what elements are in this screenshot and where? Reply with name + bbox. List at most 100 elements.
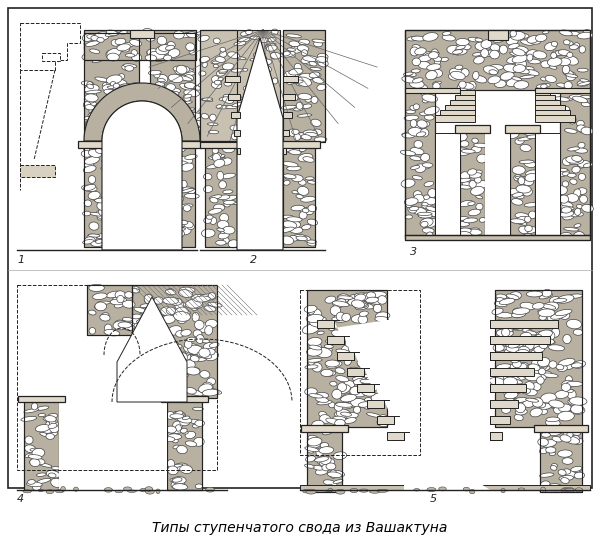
Ellipse shape <box>551 41 557 47</box>
Ellipse shape <box>109 205 123 211</box>
Ellipse shape <box>178 132 188 138</box>
Ellipse shape <box>558 469 566 475</box>
Ellipse shape <box>211 79 221 85</box>
Ellipse shape <box>373 304 382 313</box>
Ellipse shape <box>148 70 161 75</box>
Ellipse shape <box>151 343 159 348</box>
Ellipse shape <box>164 55 172 61</box>
Ellipse shape <box>333 301 343 308</box>
Ellipse shape <box>172 438 178 443</box>
Ellipse shape <box>507 367 517 375</box>
Ellipse shape <box>230 106 237 110</box>
Ellipse shape <box>489 70 497 75</box>
Ellipse shape <box>412 44 420 49</box>
Ellipse shape <box>560 30 572 36</box>
Ellipse shape <box>536 331 547 340</box>
Ellipse shape <box>140 314 152 320</box>
Ellipse shape <box>565 74 578 78</box>
Ellipse shape <box>86 82 93 90</box>
Ellipse shape <box>362 342 377 350</box>
Ellipse shape <box>168 88 181 93</box>
Ellipse shape <box>562 157 572 165</box>
Ellipse shape <box>85 90 101 94</box>
Bar <box>435 133 460 240</box>
Ellipse shape <box>523 400 534 408</box>
Ellipse shape <box>533 51 547 59</box>
Ellipse shape <box>281 215 293 218</box>
Ellipse shape <box>145 487 152 491</box>
Ellipse shape <box>522 389 530 394</box>
Ellipse shape <box>566 72 576 81</box>
Ellipse shape <box>370 402 381 408</box>
Ellipse shape <box>28 480 35 485</box>
Ellipse shape <box>565 470 577 478</box>
Ellipse shape <box>178 156 193 164</box>
Ellipse shape <box>563 487 574 490</box>
Ellipse shape <box>539 342 548 349</box>
Ellipse shape <box>160 39 172 43</box>
Bar <box>490 368 534 376</box>
Ellipse shape <box>228 240 239 248</box>
Ellipse shape <box>176 167 183 171</box>
Ellipse shape <box>537 338 554 345</box>
Ellipse shape <box>181 32 195 38</box>
Ellipse shape <box>320 415 331 423</box>
Ellipse shape <box>132 54 142 61</box>
Ellipse shape <box>488 76 500 84</box>
Ellipse shape <box>308 309 314 314</box>
Ellipse shape <box>148 89 160 98</box>
Ellipse shape <box>123 322 134 327</box>
Ellipse shape <box>91 55 102 58</box>
Ellipse shape <box>580 79 589 82</box>
Ellipse shape <box>183 187 195 192</box>
Ellipse shape <box>307 240 317 243</box>
Ellipse shape <box>152 390 158 396</box>
Ellipse shape <box>523 188 532 196</box>
Ellipse shape <box>163 93 175 98</box>
Ellipse shape <box>512 308 530 314</box>
Ellipse shape <box>104 89 116 95</box>
Ellipse shape <box>181 330 191 336</box>
Ellipse shape <box>409 72 416 76</box>
Ellipse shape <box>136 318 148 322</box>
Ellipse shape <box>307 219 317 225</box>
Ellipse shape <box>96 210 104 218</box>
Ellipse shape <box>118 118 131 124</box>
Ellipse shape <box>405 215 412 219</box>
Ellipse shape <box>481 40 492 48</box>
Ellipse shape <box>309 393 323 398</box>
Ellipse shape <box>570 179 577 184</box>
Bar <box>490 352 542 360</box>
Ellipse shape <box>506 37 518 45</box>
Ellipse shape <box>137 386 149 393</box>
Ellipse shape <box>512 49 525 56</box>
Ellipse shape <box>524 227 537 234</box>
Ellipse shape <box>490 378 506 386</box>
Ellipse shape <box>162 113 173 118</box>
Ellipse shape <box>209 195 221 199</box>
Ellipse shape <box>547 57 562 66</box>
Ellipse shape <box>242 68 248 71</box>
Ellipse shape <box>88 150 101 158</box>
Ellipse shape <box>167 288 174 295</box>
Ellipse shape <box>205 351 218 361</box>
Ellipse shape <box>319 447 334 454</box>
Bar <box>78 141 128 148</box>
Ellipse shape <box>212 61 220 64</box>
Ellipse shape <box>205 326 212 335</box>
Ellipse shape <box>357 384 368 391</box>
Ellipse shape <box>504 391 512 396</box>
Ellipse shape <box>576 212 583 216</box>
Ellipse shape <box>541 61 550 68</box>
Bar <box>490 336 550 344</box>
Ellipse shape <box>104 37 113 46</box>
Ellipse shape <box>194 437 204 446</box>
Ellipse shape <box>307 241 316 246</box>
Ellipse shape <box>235 56 246 60</box>
Ellipse shape <box>475 170 482 174</box>
Ellipse shape <box>334 402 343 411</box>
Ellipse shape <box>307 347 322 356</box>
Ellipse shape <box>173 66 187 72</box>
Ellipse shape <box>553 299 567 302</box>
Ellipse shape <box>188 390 203 396</box>
